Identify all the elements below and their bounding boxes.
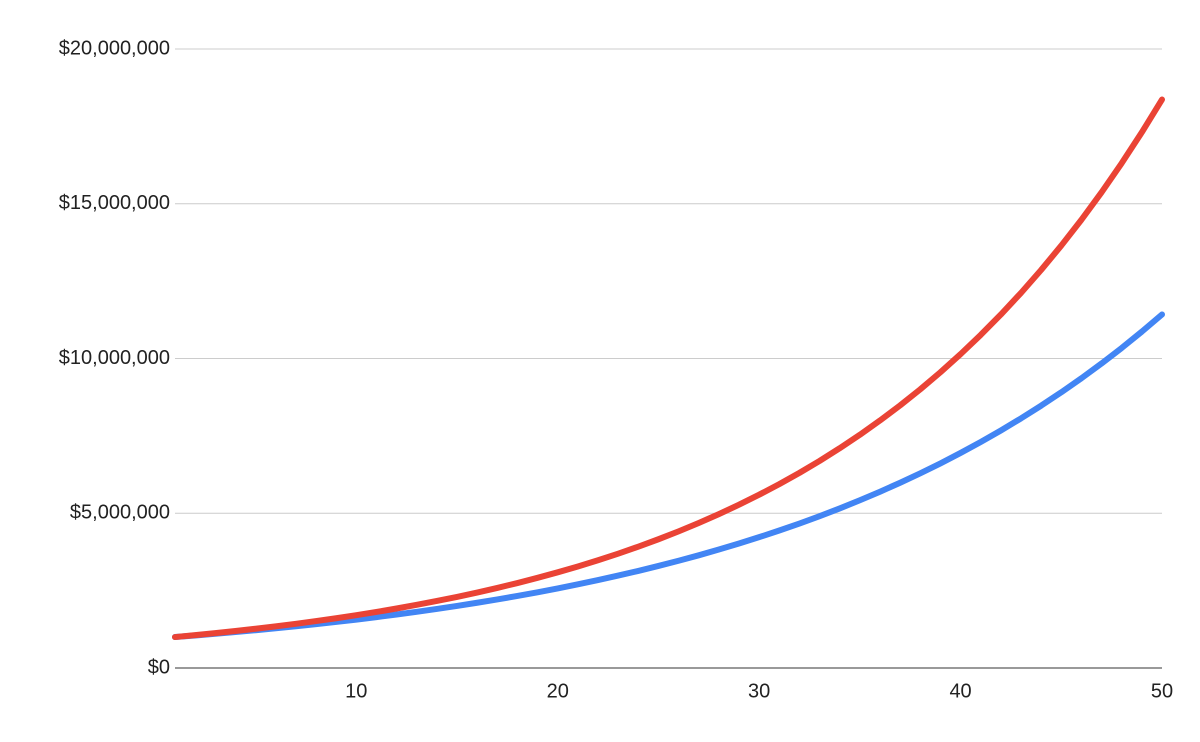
x-tick-label: 40: [949, 680, 971, 702]
x-tick-label: 30: [748, 680, 770, 702]
x-tick-label: 50: [1151, 680, 1173, 702]
series-line: [172, 311, 1165, 641]
series-line: [172, 96, 1165, 641]
x-tick-label: 20: [547, 680, 569, 702]
y-tick-label: $20,000,000: [59, 37, 170, 59]
y-tick-label: $15,000,000: [59, 192, 170, 214]
x-tick-label: 10: [345, 680, 367, 702]
y-tick-label: $5,000,000: [70, 502, 170, 524]
y-tick-label: $10,000,000: [59, 347, 170, 369]
y-tick-label: $0: [148, 656, 170, 678]
